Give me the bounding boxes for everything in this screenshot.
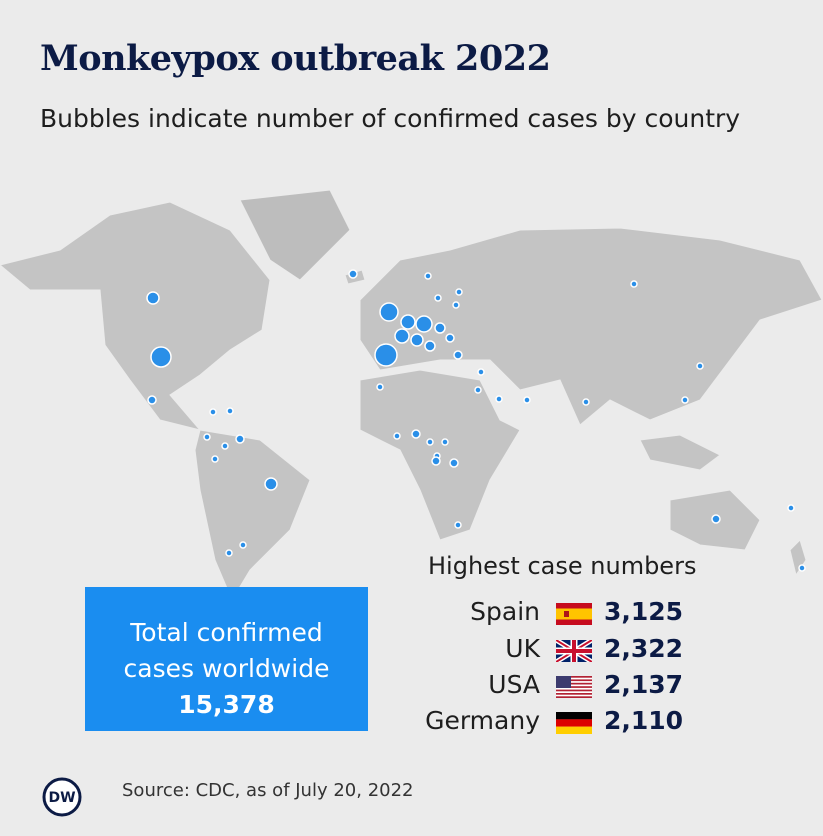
total-label: Total confirmed <box>130 618 323 647</box>
logo: DW <box>42 777 82 817</box>
cases: 2,137 <box>604 670 684 699</box>
country-row: UK 2,322 <box>380 634 740 668</box>
highest-title: Highest case numbers <box>428 552 697 580</box>
flag-uk <box>556 640 592 662</box>
country-row: Germany 2,110 <box>380 706 740 740</box>
country: USA <box>488 670 540 699</box>
world-map <box>0 189 823 600</box>
country-row: Spain 3,125 <box>380 597 740 631</box>
total-label: cases worldwide <box>123 654 330 683</box>
cases: 2,110 <box>604 706 684 735</box>
cases: 3,125 <box>604 597 684 626</box>
logo-text: DW <box>48 790 75 806</box>
country: Germany <box>425 706 540 735</box>
cases: 2,322 <box>604 634 684 663</box>
title: Monkeypox outbreak 2022 <box>40 38 551 79</box>
flag-germany <box>556 712 592 734</box>
flag-usa <box>556 676 592 698</box>
flag-spain <box>556 603 592 625</box>
source: Source: CDC, as of July 20, 2022 <box>122 780 414 801</box>
country: UK <box>505 634 540 663</box>
country: Spain <box>470 597 540 626</box>
total-value: 15,378 <box>178 690 275 719</box>
subtitle: Bubbles indicate number of confirmed cas… <box>40 104 741 133</box>
total-box: Total confirmed cases worldwide 15,378 <box>85 587 368 731</box>
country-row: USA 2,137 <box>380 670 740 704</box>
